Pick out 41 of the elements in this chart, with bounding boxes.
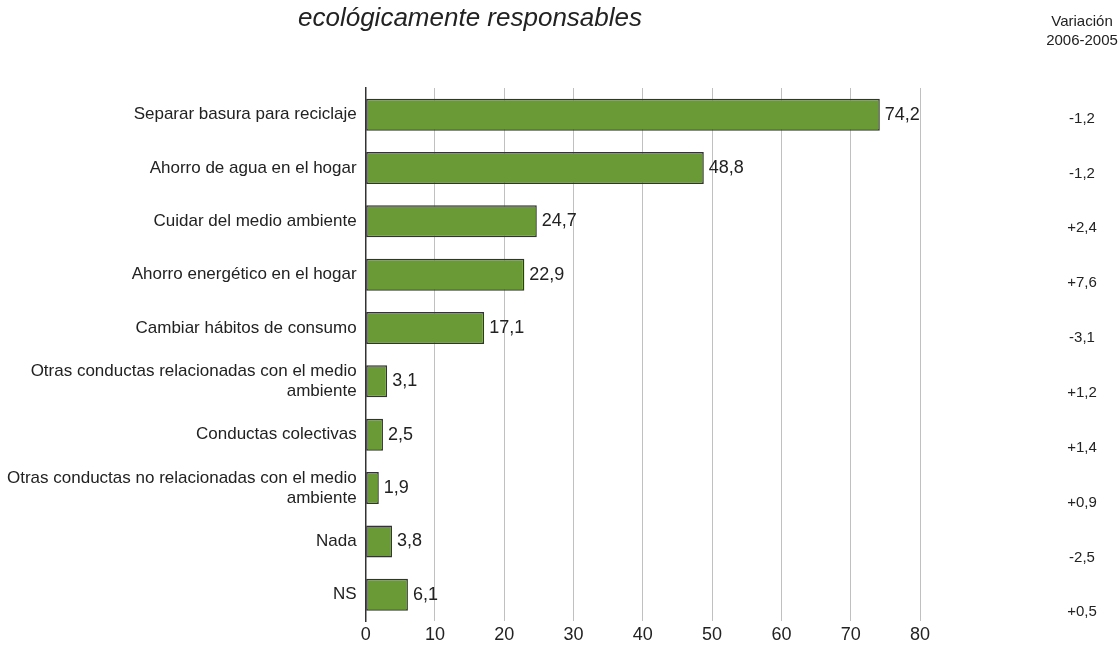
data-label: 3,1: [392, 370, 418, 391]
data-label: 24,7: [541, 210, 577, 231]
data-label: 1,9: [383, 477, 409, 498]
text: +0,9: [1067, 492, 1097, 510]
x-tick-label: 80: [909, 624, 931, 645]
y-tick-label: Nada: [316, 531, 358, 551]
y-tick-label: Otras conductas relacionadas con el medio ambiente: [30, 360, 357, 401]
text: +0,5: [1067, 602, 1097, 620]
y-tick-label: Separar basura para reciclaje: [133, 104, 357, 124]
text: -3,1: [1069, 328, 1095, 346]
y-tick-label: Ahorro energético en el hogar: [131, 264, 357, 284]
y-tick-label: Conductas colectivas: [196, 424, 357, 444]
x-tick-label: 50: [702, 624, 723, 645]
y-tick-label: Ahorro de agua en el hogar: [149, 157, 357, 177]
y-tick-label: Otras conductas no relacionadas con el medio ambiente: [6, 467, 357, 507]
text: -2,5: [1069, 547, 1095, 565]
x-tick-label: 60: [771, 624, 792, 645]
text: +1,4: [1067, 437, 1097, 455]
x-tick-label: 30: [563, 624, 584, 645]
data-label: 2,5: [387, 423, 413, 444]
data-label: 17,1: [489, 317, 525, 337]
x-tick-label: 70: [840, 624, 861, 645]
data-label: 74,2: [884, 103, 920, 124]
x-tick-label: 10: [424, 624, 445, 645]
x-tick-label: 0: [360, 624, 371, 645]
x-tick-label: 20: [494, 624, 515, 645]
text: +2,4: [1067, 218, 1097, 236]
data-label: 3,8: [396, 530, 423, 551]
data-label: 48,8: [708, 156, 744, 177]
text: +7,6: [1067, 273, 1097, 291]
text: Variación 2006-2005: [1046, 11, 1118, 48]
data-label: 22,9: [529, 263, 565, 284]
text: +1,2: [1067, 383, 1097, 401]
text: -1,2: [1069, 108, 1095, 126]
chart-title: ecológicamente responsables: [298, 2, 642, 32]
data-label: 6,1: [412, 583, 438, 604]
text: -1,2: [1069, 163, 1095, 181]
y-tick-label: NS: [333, 584, 357, 604]
y-tick-label: Cuidar del medio ambiente: [153, 211, 357, 231]
x-tick-label: 40: [632, 624, 653, 645]
y-tick-label: Cambiar hábitos de consumo: [135, 317, 357, 337]
